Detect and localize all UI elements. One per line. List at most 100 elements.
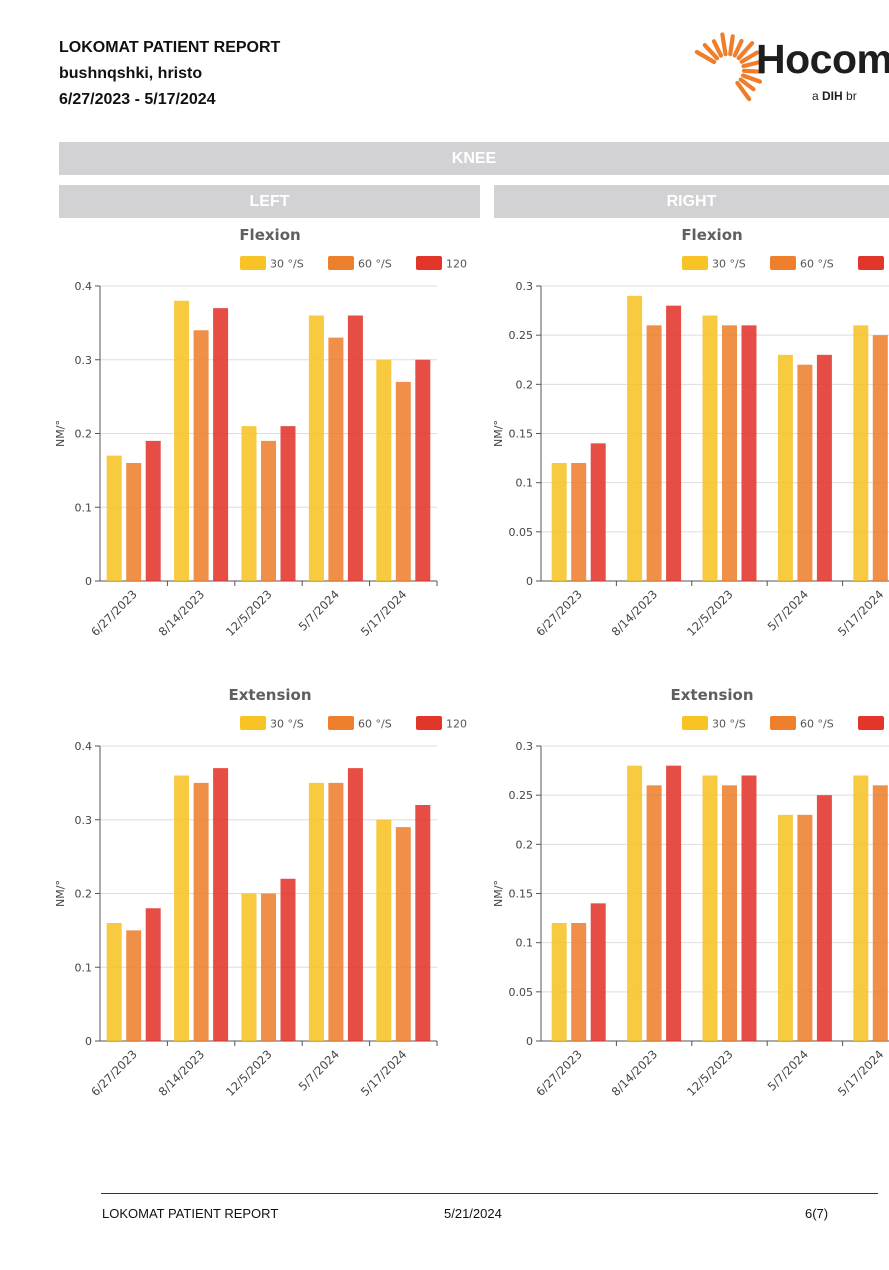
- logo-swirl-stroke: [736, 41, 755, 61]
- legend-label: 120 °/S: [446, 258, 470, 271]
- y-axis-label: NM/°: [492, 880, 505, 907]
- bar: [551, 923, 567, 1041]
- x-tick-label: 5/17/2024: [358, 587, 410, 639]
- bar: [241, 426, 257, 581]
- logo-swirl-stroke: [741, 60, 762, 69]
- bar: [415, 805, 431, 1041]
- legend-swatch: [682, 716, 708, 730]
- x-tick-label: 12/5/2023: [223, 587, 275, 639]
- bar: [145, 908, 161, 1041]
- logo-swirl-stroke: [735, 80, 752, 102]
- y-tick-label: 0.3: [75, 354, 93, 367]
- bar: [106, 455, 122, 581]
- bar: [590, 443, 606, 581]
- bar: [627, 295, 643, 581]
- chart-title: Flexion: [239, 226, 300, 244]
- legend-swatch: [770, 256, 796, 270]
- bar: [551, 463, 567, 581]
- bar: [395, 381, 411, 581]
- bar: [853, 325, 869, 581]
- logo-tagline: a DIH br: [812, 89, 857, 103]
- logo-swirl-stroke: [732, 38, 744, 58]
- bar: [126, 463, 142, 581]
- bar: [241, 893, 257, 1041]
- y-tick-label: 0.4: [75, 740, 93, 753]
- x-tick-label: 6/27/2023: [88, 1047, 140, 1099]
- x-tick-label: 12/5/2023: [684, 1047, 736, 1099]
- x-tick-label: 12/5/2023: [684, 587, 736, 639]
- bar: [702, 315, 718, 581]
- logo-swirl-stroke: [694, 49, 717, 65]
- bar: [666, 305, 682, 581]
- section-header-knee: KNEE: [59, 142, 889, 175]
- logo-wordmark: Hocom: [756, 36, 889, 82]
- bar: [646, 785, 662, 1041]
- x-tick-label: 5/7/2024: [296, 1047, 342, 1093]
- x-tick-label: 8/14/2023: [156, 587, 208, 639]
- x-tick-label: 5/17/2024: [835, 587, 887, 639]
- bar: [722, 325, 737, 581]
- y-tick-label: 0: [85, 1035, 92, 1048]
- x-tick-label: 5/7/2024: [765, 1047, 811, 1093]
- y-tick-label: 0.3: [75, 814, 93, 827]
- legend-label: 30 °/S: [270, 718, 304, 731]
- legend-label: 60 °/S: [358, 718, 392, 731]
- section-header-left: LEFT: [59, 185, 480, 218]
- legend-swatch: [328, 256, 354, 270]
- bar: [872, 785, 888, 1041]
- footer-date: 5/21/2024: [444, 1206, 502, 1221]
- bar: [106, 923, 122, 1041]
- bar: [571, 463, 587, 581]
- y-tick-label: 0.1: [75, 961, 93, 974]
- bar: [646, 325, 662, 581]
- bar: [126, 930, 142, 1041]
- y-tick-label: 0.2: [516, 838, 534, 851]
- y-tick-label: 0: [526, 575, 533, 588]
- bar: [722, 785, 737, 1041]
- bar: [145, 440, 161, 581]
- legend-swatch: [416, 716, 442, 730]
- legend-swatch: [858, 716, 884, 730]
- bar: [261, 440, 276, 581]
- bar: [777, 814, 793, 1041]
- bar: [174, 300, 190, 581]
- bar: [193, 782, 209, 1041]
- legend-label: 60 °/S: [358, 258, 392, 271]
- legend-swatch: [682, 256, 708, 270]
- x-tick-label: 12/5/2023: [223, 1047, 275, 1099]
- bar: [261, 893, 276, 1041]
- y-tick-label: 0.1: [516, 477, 534, 490]
- y-axis-label: NM/°: [492, 420, 505, 447]
- bar: [872, 335, 888, 581]
- legend-swatch: [328, 716, 354, 730]
- bar: [395, 827, 411, 1041]
- y-axis-label: NM/°: [54, 880, 67, 907]
- logo-swirl-stroke: [702, 43, 720, 61]
- y-tick-label: 0.1: [516, 937, 534, 950]
- bar: [280, 878, 296, 1041]
- footer-title: LOKOMAT PATIENT REPORT: [102, 1206, 279, 1221]
- bar: [702, 775, 718, 1041]
- y-tick-label: 0.2: [75, 428, 93, 441]
- bar: [213, 308, 229, 581]
- bar: [816, 795, 832, 1041]
- legend-label: 120 °/S: [446, 718, 470, 731]
- chart-left-flexion: Flexion 30 °/S 60 °/S 120 °/S 0 0.1 0.2 0.3 0.4 N…: [54, 226, 470, 639]
- bar: [627, 765, 643, 1041]
- logo-swirl-stroke: [711, 39, 724, 58]
- chart-left-extension: Extension 30 °/S 60 °/S 120 °/S 0 0.1 0.2 0.3 0.…: [54, 686, 470, 1099]
- bar: [816, 354, 832, 581]
- y-tick-label: 0.15: [509, 888, 534, 901]
- y-tick-label: 0.05: [509, 526, 534, 539]
- bar: [174, 775, 190, 1041]
- bar: [280, 426, 296, 581]
- x-tick-label: 5/7/2024: [296, 587, 342, 633]
- bar: [741, 775, 757, 1041]
- bar: [741, 325, 757, 581]
- bar: [666, 765, 682, 1041]
- logo-swirl-stroke: [741, 68, 767, 74]
- y-tick-label: 0.25: [509, 329, 534, 342]
- y-tick-label: 0: [85, 575, 92, 588]
- bar: [193, 330, 209, 581]
